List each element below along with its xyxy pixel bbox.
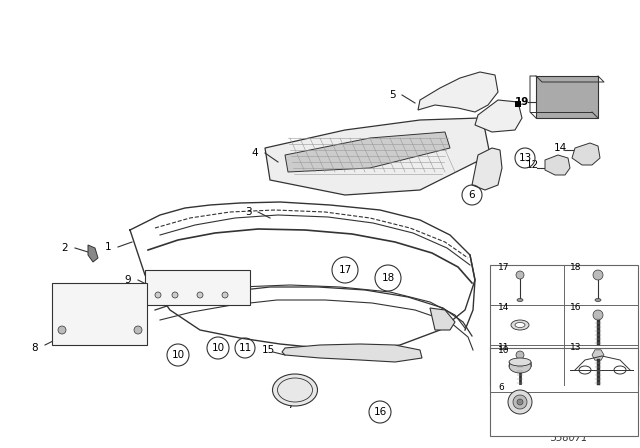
Polygon shape [430, 308, 455, 330]
Circle shape [222, 292, 228, 298]
Text: 3: 3 [244, 207, 252, 217]
FancyBboxPatch shape [145, 270, 250, 305]
Text: 17: 17 [339, 265, 351, 275]
Circle shape [593, 270, 603, 280]
Ellipse shape [511, 320, 529, 330]
Polygon shape [475, 100, 522, 132]
Text: 10: 10 [498, 346, 509, 355]
Text: 2: 2 [61, 243, 68, 253]
Text: 1: 1 [105, 242, 111, 252]
Text: 10: 10 [172, 350, 184, 360]
Text: 6: 6 [498, 383, 504, 392]
Text: 10: 10 [211, 343, 225, 353]
Circle shape [508, 390, 532, 414]
Polygon shape [282, 344, 422, 362]
Polygon shape [572, 143, 600, 165]
Ellipse shape [273, 374, 317, 406]
Text: 16: 16 [373, 407, 387, 417]
Circle shape [517, 399, 523, 405]
Ellipse shape [517, 298, 523, 302]
Text: 5: 5 [388, 90, 396, 100]
Circle shape [593, 310, 603, 320]
Polygon shape [545, 155, 570, 175]
Circle shape [516, 351, 524, 359]
Bar [490, 265, 638, 385]
Text: 17: 17 [498, 263, 509, 272]
Text: 11: 11 [498, 343, 509, 352]
Text: 13: 13 [518, 153, 532, 163]
Polygon shape [472, 148, 502, 190]
Circle shape [155, 292, 161, 298]
Circle shape [516, 271, 524, 279]
Text: 18: 18 [570, 263, 582, 272]
Text: 4: 4 [252, 148, 259, 158]
Circle shape [58, 326, 66, 334]
Text: 18: 18 [381, 273, 395, 283]
Ellipse shape [509, 359, 531, 373]
Text: 15: 15 [261, 345, 275, 355]
Text: 14: 14 [554, 143, 566, 153]
Text: 6: 6 [468, 190, 476, 200]
Ellipse shape [515, 323, 525, 327]
Text: 16: 16 [570, 303, 582, 312]
Text: 14: 14 [498, 303, 509, 312]
Ellipse shape [509, 358, 531, 366]
FancyBboxPatch shape [52, 283, 147, 345]
Circle shape [172, 292, 178, 298]
Text: 13: 13 [570, 343, 582, 352]
Text: 358071: 358071 [551, 433, 589, 443]
Bar [536, 76, 598, 118]
Circle shape [134, 326, 142, 334]
Polygon shape [285, 132, 450, 172]
Circle shape [513, 395, 527, 409]
Polygon shape [418, 72, 498, 112]
Text: 7: 7 [287, 400, 293, 410]
Polygon shape [592, 350, 604, 360]
Polygon shape [88, 245, 98, 262]
Circle shape [197, 292, 203, 298]
Ellipse shape [595, 298, 601, 302]
Bar [515, 101, 521, 107]
Bar [490, 348, 638, 436]
Polygon shape [265, 118, 490, 195]
Text: 11: 11 [238, 343, 252, 353]
Text: 9: 9 [125, 275, 131, 285]
Text: 12: 12 [525, 160, 539, 170]
Text: 19: 19 [515, 97, 529, 107]
Text: 8: 8 [32, 343, 38, 353]
